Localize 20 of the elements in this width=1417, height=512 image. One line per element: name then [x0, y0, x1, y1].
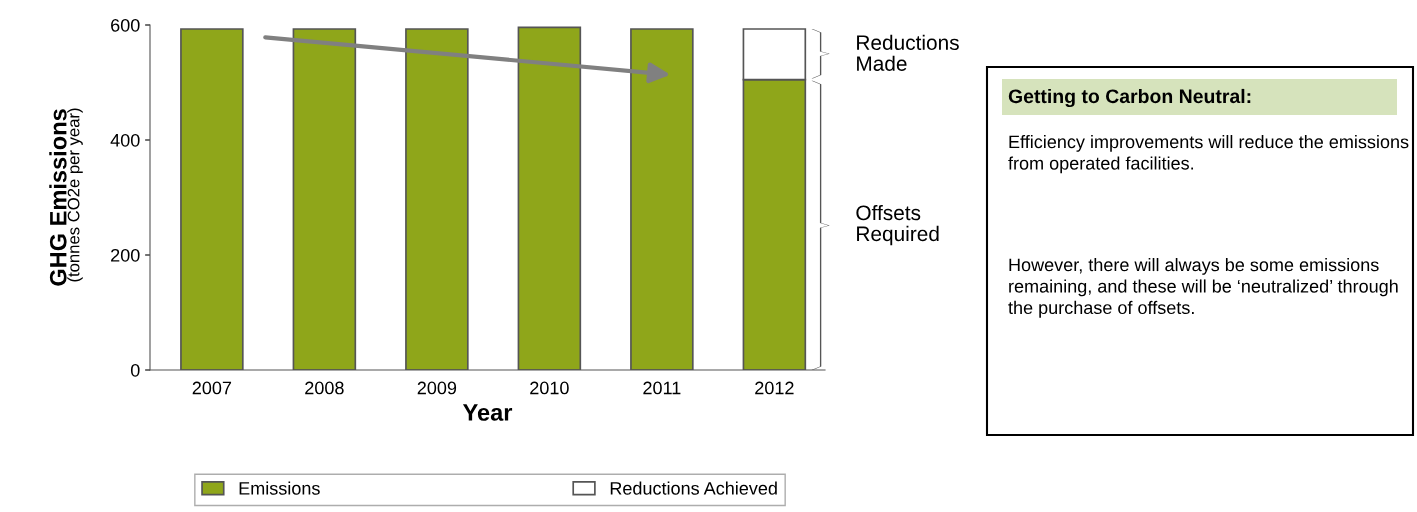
- x-tick-label: 2012: [755, 381, 794, 395]
- y-tick-label: 600: [111, 18, 140, 32]
- text: Reductions Made: [857, 34, 959, 71]
- y-tick-label: 0: [130, 363, 140, 377]
- text: Efficiency improvements will reduce the emissions from operated facilities.: [1008, 135, 1409, 174]
- text: Getting to Carbon Neutral:: [1008, 88, 1251, 108]
- text: (tonnes CO2e per year): [67, 108, 83, 282]
- text: However, there will always be some emissions remaining, and these will be ‘neutralized’ through the purchase of offsets.: [1008, 258, 1398, 318]
- x-tick-label: 2008: [305, 381, 344, 395]
- x-tick-label: 2010: [530, 381, 569, 395]
- x-axis-title: Year: [462, 404, 513, 421]
- legend-label: Reductions Achieved: [610, 481, 777, 495]
- y-axis-title: GHG Emissions: [49, 109, 67, 286]
- y-tick-label: 400: [110, 133, 140, 147]
- text: Offsets Required: [856, 204, 939, 246]
- x-tick-label: 2011: [643, 381, 681, 395]
- legend-label: Emissions: [239, 481, 320, 495]
- x-tick-label: 2007: [192, 381, 232, 395]
- x-tick-label: 2009: [417, 381, 457, 395]
- y-tick-label: 200: [111, 248, 140, 262]
